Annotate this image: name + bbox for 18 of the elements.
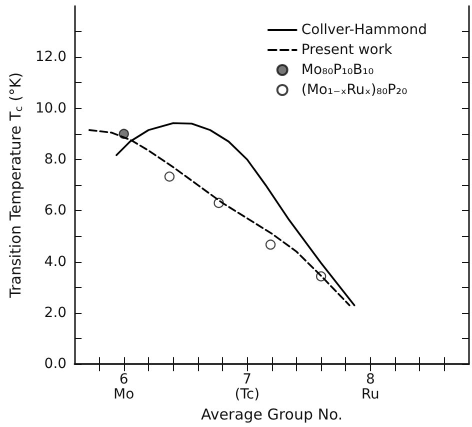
y-tick-label: 2.0: [44, 304, 67, 321]
y-tick-label: 10.0: [35, 100, 67, 116]
y-tick-label: 12.0: [35, 49, 67, 66]
legend-label: Collver-Hammond: [301, 22, 428, 38]
legend-label: (Mo₁₋ₓRuₓ)₈₀P₂₀: [301, 82, 408, 98]
y-tick-label: 0.0: [44, 356, 67, 372]
point: [164, 172, 175, 182]
y-tick-label: 4.0: [44, 254, 67, 270]
y-axis-title: Transition Temperature Tc (°K): [6, 72, 25, 299]
point: [265, 240, 276, 250]
legend-label: Mo₈₀P₁₀B₁₀: [301, 62, 374, 78]
y-tick-label: 6.0: [44, 202, 67, 219]
x-tick-label: 6 Mo: [114, 372, 134, 403]
x-tick-label: 8 Ru: [361, 372, 380, 403]
x-axis-title: Average Group No.: [200, 406, 343, 424]
legend-label: Present work: [301, 42, 394, 58]
y-tick-label: 8.0: [44, 151, 67, 168]
x-tick-label: 7 (Tc): [234, 372, 260, 403]
